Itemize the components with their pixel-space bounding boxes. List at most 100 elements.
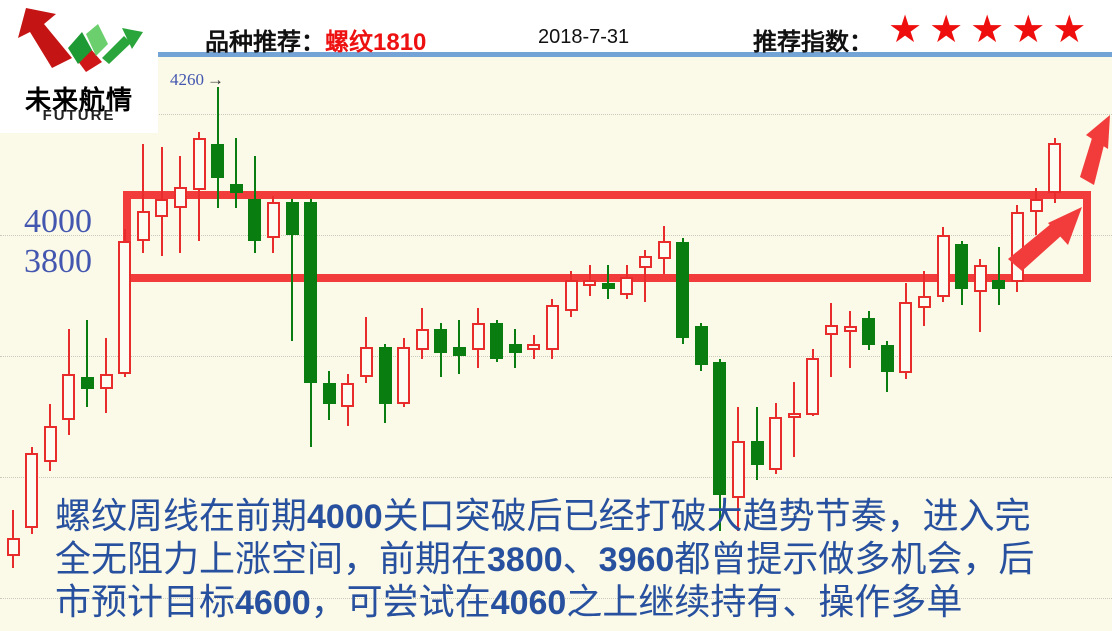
candle-body bbox=[676, 242, 690, 338]
candle-body bbox=[452, 346, 466, 356]
commentary-number: 4600 bbox=[235, 584, 311, 622]
candle-body bbox=[936, 235, 950, 297]
candle-body bbox=[899, 301, 913, 373]
candle-body bbox=[620, 277, 634, 296]
candle-wick bbox=[793, 382, 796, 458]
candle-body bbox=[843, 325, 857, 332]
commentary-number: 4000 bbox=[307, 498, 383, 536]
candle-body bbox=[155, 198, 169, 217]
candle-body bbox=[304, 201, 318, 384]
candle-body bbox=[1048, 143, 1062, 193]
gridline-4200 bbox=[0, 114, 1112, 115]
candle-body bbox=[434, 328, 448, 353]
candle-body bbox=[248, 198, 262, 242]
candle-wick bbox=[291, 198, 293, 341]
commentary-text: 市预计目标 bbox=[55, 582, 236, 622]
candle-body bbox=[657, 241, 671, 260]
gridline-3600 bbox=[0, 477, 1112, 478]
commentary-text: 都曾提示做多机会，后 bbox=[674, 539, 1035, 579]
candle-wick bbox=[644, 250, 647, 302]
candle-body bbox=[285, 201, 299, 235]
breakout-arrow-icon bbox=[1080, 115, 1110, 185]
candle-body bbox=[1029, 198, 1043, 212]
candle-wick bbox=[849, 310, 851, 369]
high-price-value: 4260 bbox=[170, 69, 204, 89]
commentary-text: 之上继续持有、操作多单 bbox=[566, 582, 963, 622]
candle-body bbox=[638, 256, 652, 269]
rating-stars-icon: ★★★★★ bbox=[888, 9, 1094, 51]
candle-body bbox=[862, 318, 876, 346]
candle-body bbox=[601, 283, 615, 290]
candle-body bbox=[992, 280, 1006, 290]
candle-body bbox=[322, 383, 336, 405]
candle-wick bbox=[830, 302, 833, 378]
price-label-4000: 4000 bbox=[24, 203, 92, 240]
candle-body bbox=[824, 325, 838, 335]
candle-body bbox=[527, 343, 541, 350]
high-price-annotation: 4260 → bbox=[170, 70, 224, 90]
candle-body bbox=[694, 325, 708, 366]
candle-body bbox=[397, 346, 411, 405]
candle-wick bbox=[86, 319, 89, 408]
recommend-value: 螺纹1810 bbox=[325, 29, 427, 56]
commentary-line: 螺纹周线在前期4000关口突破后已经打破大趋势节奏，进入完 bbox=[55, 495, 1075, 538]
logo-subtitle: FUTURE bbox=[42, 107, 116, 124]
candle-body bbox=[43, 425, 57, 462]
commentary-text: 、 bbox=[562, 539, 599, 579]
candle-body bbox=[415, 328, 429, 350]
logo: 未来航情 FUTURE bbox=[0, 0, 158, 133]
uptrend-arrow-icon bbox=[1008, 207, 1082, 271]
candle-body bbox=[787, 412, 801, 418]
commentary-text: 全无阻力上涨空间，前期在 bbox=[55, 539, 488, 579]
highlight-range-box bbox=[123, 190, 1091, 283]
gridline-3800 bbox=[0, 356, 1112, 357]
candle-body bbox=[917, 295, 931, 308]
header-divider bbox=[152, 52, 1112, 57]
candle-body bbox=[713, 362, 727, 496]
candle-body bbox=[62, 374, 76, 420]
candle-wick bbox=[458, 319, 461, 375]
candle-body bbox=[266, 201, 280, 239]
candle-body bbox=[564, 280, 578, 311]
candle-body bbox=[173, 186, 187, 208]
candle-body bbox=[359, 346, 373, 378]
gridline-4000 bbox=[0, 235, 1112, 236]
candle-body bbox=[229, 183, 243, 193]
candle-body bbox=[490, 322, 504, 360]
commentary-number: 3960 bbox=[598, 541, 675, 579]
right-arrow-icon: → bbox=[207, 69, 224, 89]
candle-body bbox=[80, 377, 94, 390]
commentary-number: 4060 bbox=[490, 584, 567, 622]
logo-arrow-icon bbox=[18, 8, 143, 72]
candle-body bbox=[769, 416, 783, 470]
candle-body bbox=[880, 345, 894, 373]
candle-body bbox=[508, 343, 522, 353]
candle-body bbox=[6, 537, 20, 556]
candle-body bbox=[973, 265, 987, 293]
header: 品种推荐：螺纹1810 2018-7-31 推荐指数： ★★★★★ bbox=[0, 0, 1112, 57]
commentary-text: 关口突破后已经打破大趋势节奏，进入完 bbox=[382, 496, 1031, 536]
candle-body bbox=[731, 440, 745, 499]
candle-wick bbox=[997, 247, 1000, 305]
commentary-number: 3800 bbox=[487, 541, 563, 579]
candle-body bbox=[471, 322, 485, 350]
commentary-text: 螺纹周线在前期 bbox=[55, 496, 308, 536]
commentary: 螺纹周线在前期4000关口突破后已经打破大趋势节奏，进入完 全无阻力上涨空间，前期… bbox=[55, 495, 1075, 624]
logo-title: 未来航情 bbox=[24, 85, 133, 115]
candle-wick bbox=[979, 259, 982, 332]
candle-body bbox=[136, 210, 150, 242]
candle-body bbox=[806, 357, 820, 415]
candle-wick bbox=[142, 144, 145, 254]
candle-body bbox=[545, 304, 559, 350]
commentary-line: 全无阻力上涨空间，前期在3800、3960都曾提示做多机会，后 bbox=[55, 538, 1075, 581]
price-label-3800: 3800 bbox=[24, 243, 92, 280]
candle-body bbox=[25, 452, 39, 529]
recommendation: 品种推荐：螺纹1810 bbox=[205, 22, 426, 57]
candle-body bbox=[118, 241, 132, 375]
candle-wick bbox=[235, 138, 238, 208]
gridline-3400 bbox=[0, 598, 1112, 599]
candle-body bbox=[99, 374, 113, 390]
candle-body bbox=[341, 383, 355, 408]
commentary-line: 市预计目标4600，可尝试在4060之上继续持有、操作多单 bbox=[55, 581, 1075, 624]
